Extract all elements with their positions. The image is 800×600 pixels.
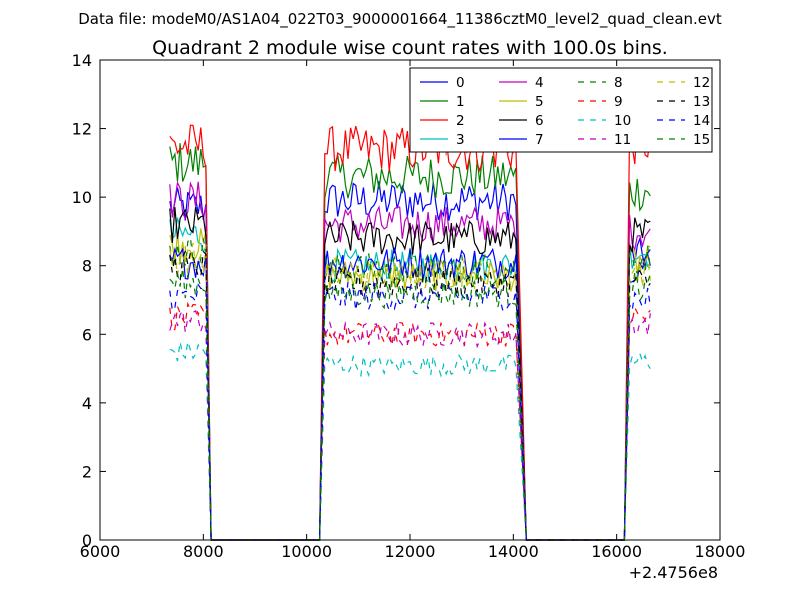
y-tick-label: 12 xyxy=(72,120,92,139)
series-line-11 xyxy=(169,308,651,541)
legend-label-6: 6 xyxy=(535,113,544,129)
legend-label-11: 11 xyxy=(614,132,631,148)
legend-label-5: 5 xyxy=(535,94,544,110)
legend-label-7: 7 xyxy=(535,132,544,148)
legend-label-15: 15 xyxy=(693,132,710,148)
legend-label-0: 0 xyxy=(456,75,465,91)
legend-label-4: 4 xyxy=(535,75,544,91)
legend-label-13: 13 xyxy=(693,94,710,110)
legend-label-8: 8 xyxy=(614,75,623,91)
legend-label-10: 10 xyxy=(614,113,631,129)
x-tick-label: 16000 xyxy=(591,542,642,561)
y-tick-label: 8 xyxy=(82,257,92,276)
x-tick-label: 6000 xyxy=(80,542,121,561)
series-line-15 xyxy=(169,267,651,541)
x-axis-ticks: 6000 8000 10000 12000 14000 16000 18000 xyxy=(80,60,746,561)
legend-label-12: 12 xyxy=(693,75,710,91)
legend-label-2: 2 xyxy=(456,113,465,129)
x-tick-label: 12000 xyxy=(385,542,436,561)
legend-label-1: 1 xyxy=(456,94,465,110)
y-tick-label: 14 xyxy=(72,51,92,70)
series-line-13 xyxy=(169,249,651,541)
legend-label-14: 14 xyxy=(693,113,710,129)
data-file-suptitle: Data file: modeM0/AS1A04_022T03_90000016… xyxy=(78,10,722,29)
x-tick-label: 14000 xyxy=(488,542,539,561)
legend-label-9: 9 xyxy=(614,94,623,110)
legend-label-3: 3 xyxy=(456,132,465,148)
plot-lines xyxy=(169,118,651,541)
y-tick-label: 10 xyxy=(72,188,92,207)
chart-title: Quadrant 2 module wise count rates with … xyxy=(152,37,668,59)
x-tick-label: 18000 xyxy=(695,542,746,561)
series-line-8 xyxy=(169,235,651,541)
x-tick-label: 8000 xyxy=(183,542,224,561)
x-axis-offset-label: +2.4756e8 xyxy=(629,563,718,582)
x-tick-label: 10000 xyxy=(281,542,332,561)
y-tick-label: 4 xyxy=(82,394,92,413)
y-tick-label: 0 xyxy=(82,531,92,550)
y-tick-label: 6 xyxy=(82,325,92,344)
y-tick-label: 2 xyxy=(82,462,92,481)
